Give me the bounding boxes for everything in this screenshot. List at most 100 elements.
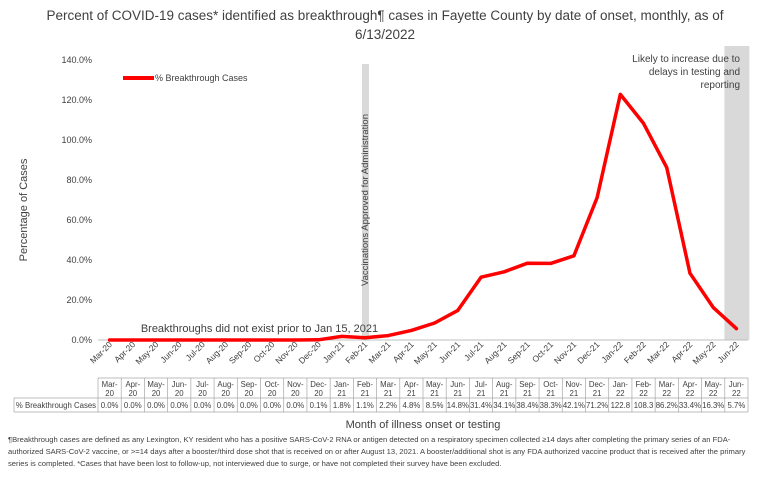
- table-header-cell: Oct-: [543, 380, 558, 389]
- x-tick-label: Mar-21: [366, 339, 392, 365]
- x-tick-label: Jan-22: [599, 339, 625, 365]
- table-header-cell: 20: [291, 389, 300, 398]
- table-header-cell: Mar-: [380, 380, 396, 389]
- data-point: [711, 305, 715, 309]
- table-header-cell: 21: [593, 389, 602, 398]
- footnote: ¶Breakthrough cases are defined as any L…: [8, 435, 746, 468]
- table-header-cell: Dec-: [310, 380, 327, 389]
- table-header-cell: 21: [523, 389, 532, 398]
- table-header-cell: Jan-: [613, 380, 629, 389]
- table-header-cell: 21: [337, 389, 346, 398]
- table-header-cell: 21: [430, 389, 439, 398]
- table-header-cell: Apr-: [125, 380, 140, 389]
- table-value-cell: 33.4%: [679, 401, 701, 410]
- data-point: [641, 121, 646, 125]
- table-header-cell: Nov-: [566, 380, 583, 389]
- table-header-cell: 20: [245, 389, 254, 398]
- table-value-cell: 14.8%: [447, 401, 469, 410]
- x-tick-label: May-20: [133, 339, 160, 366]
- data-point: [293, 338, 297, 342]
- table-header-cell: 22: [662, 389, 671, 398]
- data-point: [316, 338, 321, 342]
- data-point: [177, 338, 181, 342]
- table-value-cell: 31.4%: [470, 401, 492, 410]
- table-header-cell: Oct-: [265, 380, 280, 389]
- data-point: [549, 261, 553, 265]
- likely-increase-annotation: delays in testing and: [649, 67, 740, 78]
- table-header-cell: 20: [268, 389, 277, 398]
- table-value-cell: 16.3%: [702, 401, 724, 410]
- table-header-cell: Sep-: [519, 380, 536, 389]
- y-tick-label: 40.0%: [66, 255, 92, 265]
- table-header-cell: 20: [105, 389, 114, 398]
- chart-title: Percent of COVID-19 cases* identified as…: [46, 8, 724, 42]
- table-value-cell: 0.0%: [240, 401, 258, 410]
- data-point: [525, 261, 530, 265]
- table-header-cell: Apr-: [404, 380, 419, 389]
- table-header-cell: 22: [732, 389, 741, 398]
- table-value-cell: 0.0%: [124, 401, 142, 410]
- x-tick-label: Oct-21: [530, 339, 555, 364]
- x-tick-label: Nov-20: [273, 339, 300, 366]
- x-axis-title: Month of illness onset or testing: [346, 419, 501, 431]
- y-tick-label: 60.0%: [66, 215, 92, 225]
- legend-label: % Breakthrough Cases: [155, 73, 248, 83]
- likely-increase-annotation: reporting: [701, 80, 740, 91]
- y-tick-label: 100.0%: [61, 135, 92, 145]
- x-tick-label: Mar-22: [645, 339, 671, 365]
- y-tick-label: 20.0%: [66, 295, 92, 305]
- y-tick-label: 140.0%: [61, 55, 92, 65]
- table-header-cell: 21: [453, 389, 462, 398]
- data-point: [363, 336, 367, 340]
- table-header-cell: Jul-: [196, 380, 209, 389]
- table-value-cell: 8.5%: [426, 401, 444, 410]
- table-value-cell: 86.2%: [656, 401, 678, 410]
- x-tick-label: Aug-21: [482, 339, 509, 366]
- table-header-cell: 22: [709, 389, 718, 398]
- x-tick-label: Oct-20: [251, 339, 276, 364]
- table-series-label: % Breakthrough Cases: [16, 401, 96, 410]
- table-header-cell: 20: [198, 389, 207, 398]
- data-point: [340, 334, 344, 338]
- table-header-cell: Nov-: [287, 380, 304, 389]
- x-tick-label: Jun-21: [437, 339, 463, 365]
- table-header-cell: Mar-: [659, 380, 675, 389]
- table-header-cell: Jun-: [450, 380, 466, 389]
- data-point: [502, 270, 506, 274]
- data-point: [154, 338, 158, 342]
- x-tick-label: Sep-21: [505, 339, 532, 366]
- x-tick-label: Sep-20: [227, 339, 254, 366]
- table-value-cell: 0.1%: [310, 401, 328, 410]
- table-value-cell: 71.2%: [586, 401, 608, 410]
- x-tick-label: Feb-21: [343, 339, 369, 365]
- x-tick-label: May-21: [412, 339, 439, 366]
- series-line: [107, 92, 739, 342]
- table-header-cell: 21: [546, 389, 555, 398]
- table-header-cell: Dec-: [589, 380, 606, 389]
- likely-increase-annotation: Likely to increase due to: [632, 54, 740, 65]
- table-header-cell: May-: [705, 380, 723, 389]
- table-value-cell: 108.3: [634, 401, 654, 410]
- table-header-cell: Jun-: [172, 380, 188, 389]
- data-point: [688, 271, 692, 275]
- table-header-cell: Jun-: [729, 380, 745, 389]
- y-tick-label: 120.0%: [61, 95, 92, 105]
- table-header-cell: Jan-: [334, 380, 350, 389]
- data-point: [618, 92, 622, 96]
- table-header-cell: Aug-: [496, 380, 513, 389]
- recent-data-band: [724, 46, 750, 340]
- data-point: [270, 338, 274, 342]
- table-value-cell: 34.1%: [493, 401, 515, 410]
- table-header-cell: 21: [407, 389, 416, 398]
- y-axis-title: Percentage of Cases: [18, 158, 30, 261]
- table-header-cell: Sep-: [241, 380, 258, 389]
- vaccination-annotation: Vaccinations Approved for Administration: [360, 114, 371, 286]
- data-point: [734, 327, 738, 331]
- table-header-cell: 21: [384, 389, 393, 398]
- x-tick-label: Jun-20: [158, 339, 184, 365]
- table-value-cell: 0.0%: [101, 401, 119, 410]
- data-point: [479, 275, 483, 279]
- table-value-cell: 42.1%: [563, 401, 585, 410]
- vaccination-band: [361, 64, 369, 340]
- table-header-cell: Feb-: [357, 380, 373, 389]
